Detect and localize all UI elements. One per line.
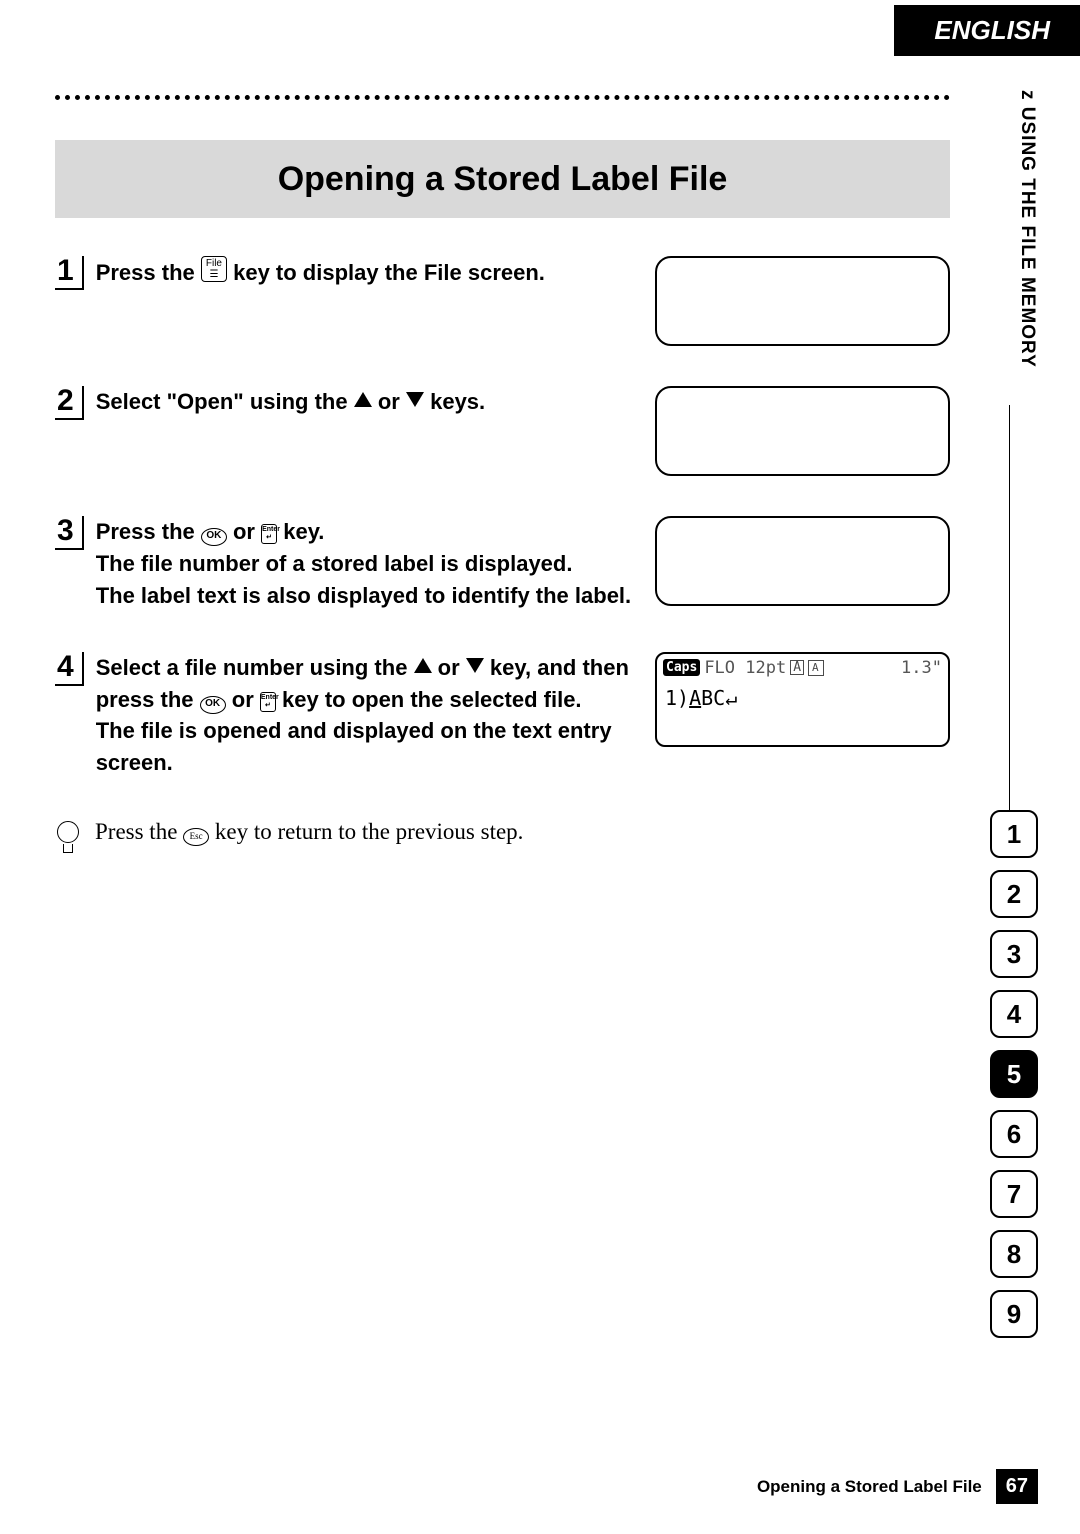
text: key to return to the previous step. xyxy=(215,819,524,844)
step-number: 1 xyxy=(55,256,84,290)
chapter-tab-5[interactable]: 5 xyxy=(990,1050,1038,1098)
enter-key-icon: Enter↵ xyxy=(260,692,276,712)
ok-key-icon: OK xyxy=(201,528,227,546)
text: keys. xyxy=(430,389,485,414)
chapter-tab-3[interactable]: 3 xyxy=(990,930,1038,978)
tip-text: Press the Esc key to return to the previ… xyxy=(95,819,523,846)
step-4: 4 Select a file number using the or key,… xyxy=(55,652,950,780)
text: key. xyxy=(283,519,324,544)
lcd-preview-3 xyxy=(655,516,950,606)
lcd-text-line: 1)ABC↵ xyxy=(657,682,948,714)
text: key to display the File screen. xyxy=(233,260,545,285)
text: Select a file number using the xyxy=(96,655,414,680)
esc-key-icon: Esc xyxy=(183,828,209,846)
step-text: Select a file number using the or key, a… xyxy=(96,652,643,780)
page-content: Opening a Stored Label File 1 Press the … xyxy=(55,95,950,853)
chapter-tab-4[interactable]: 4 xyxy=(990,990,1038,1038)
chapter-tab-8[interactable]: 8 xyxy=(990,1230,1038,1278)
chapter-tab-9[interactable]: 9 xyxy=(990,1290,1038,1338)
lcd-preview-1 xyxy=(655,256,950,346)
text: or xyxy=(438,655,466,680)
step-1: 1 Press the File☰ key to display the Fil… xyxy=(55,256,950,346)
text: Press the xyxy=(96,260,201,285)
step-2: 2 Select "Open" using the or keys. xyxy=(55,386,950,476)
ok-key-icon: OK xyxy=(200,696,226,714)
step-number: 4 xyxy=(55,652,84,686)
down-arrow-icon xyxy=(466,658,484,673)
step-number: 3 xyxy=(55,516,84,550)
lcd-preview-4: Caps FLO 12pt A 1.3" 1)ABC↵ xyxy=(655,652,950,747)
step-text: Select "Open" using the or keys. xyxy=(96,386,643,418)
font-size-icon: A xyxy=(790,660,804,675)
chapter-tab-2[interactable]: 2 xyxy=(990,870,1038,918)
text: or xyxy=(233,519,261,544)
text: The file number of a stored label is dis… xyxy=(96,551,573,576)
text: The label text is also displayed to iden… xyxy=(96,583,631,608)
step-3: 3 Press the OK or Enter↵ key. The file n… xyxy=(55,516,950,612)
caps-indicator: Caps xyxy=(663,659,700,676)
step-text: Press the OK or Enter↵ key. The file num… xyxy=(96,516,643,612)
text: The file is opened and displayed on the … xyxy=(96,718,612,775)
lcd-preview-2 xyxy=(655,386,950,476)
chapter-tab-1[interactable]: 1 xyxy=(990,810,1038,858)
text: Press the xyxy=(95,819,183,844)
step-number: 2 xyxy=(55,386,84,420)
text: key to open the selected file. xyxy=(282,687,582,712)
down-arrow-icon xyxy=(406,392,424,407)
page-footer: Opening a Stored Label File 67 xyxy=(757,1469,1038,1504)
page-number: 67 xyxy=(996,1469,1038,1504)
footer-title: Opening a Stored Label File xyxy=(757,1477,982,1497)
lcd-status: FLO 12pt xyxy=(704,658,786,678)
chapter-tab-7[interactable]: 7 xyxy=(990,1170,1038,1218)
dotted-divider xyxy=(55,95,950,100)
up-arrow-icon xyxy=(354,392,372,407)
chapter-tabs: 1 2 3 4 5 6 7 8 9 xyxy=(990,810,1038,1338)
side-rule xyxy=(1009,405,1011,810)
section-side-label: z USING THE FILE MEMORY xyxy=(1016,90,1038,368)
lightbulb-icon xyxy=(55,821,79,853)
tip-row: Press the Esc key to return to the previ… xyxy=(55,819,950,853)
page-title: Opening a Stored Label File xyxy=(55,140,950,218)
step-text: Press the File☰ key to display the File … xyxy=(96,256,643,289)
text: Press the xyxy=(96,519,201,544)
chapter-tab-6[interactable]: 6 xyxy=(990,1110,1038,1158)
frame-icon xyxy=(808,660,824,676)
lcd-length: 1.3" xyxy=(901,658,942,678)
enter-key-icon: Enter↵ xyxy=(261,524,277,544)
language-tab: ENGLISH xyxy=(894,5,1080,56)
text: Select "Open" using the xyxy=(96,389,354,414)
up-arrow-icon xyxy=(414,658,432,673)
file-key-icon: File☰ xyxy=(201,256,227,282)
text: or xyxy=(232,687,260,712)
text: or xyxy=(378,389,406,414)
